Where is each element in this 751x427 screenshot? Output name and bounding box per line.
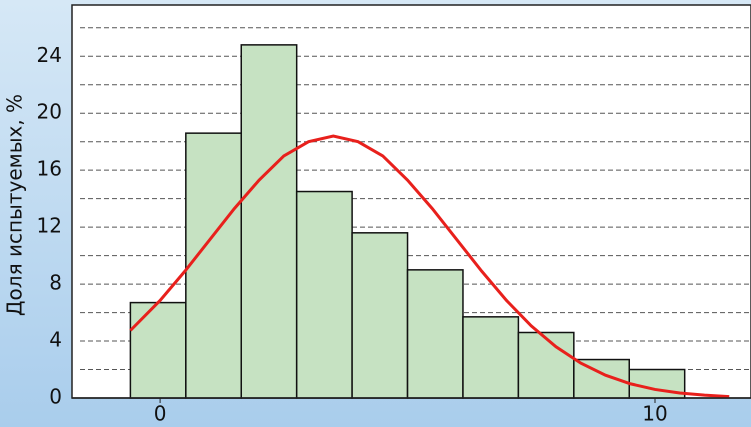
bar <box>295 190 353 399</box>
bar <box>462 316 520 399</box>
bar <box>129 301 187 399</box>
y-tick-label: 16 <box>37 157 62 181</box>
curve <box>129 134 730 399</box>
bar <box>185 132 243 399</box>
y-tick-label: 0 <box>49 385 62 409</box>
bar <box>240 44 298 399</box>
y-tick-label: 12 <box>37 214 62 238</box>
y-tick-label: 8 <box>49 271 62 295</box>
bar <box>517 331 575 399</box>
bar <box>351 232 409 399</box>
x-tick-label: 0 <box>154 402 167 426</box>
y-tick-label: 24 <box>37 43 62 67</box>
y-tick-label: 4 <box>49 328 62 352</box>
bar <box>406 269 464 399</box>
x-tick-label: 10 <box>642 402 667 426</box>
y-axis-label: Доля испытуемых, % <box>3 94 27 316</box>
y-tick-label: 20 <box>37 100 62 124</box>
